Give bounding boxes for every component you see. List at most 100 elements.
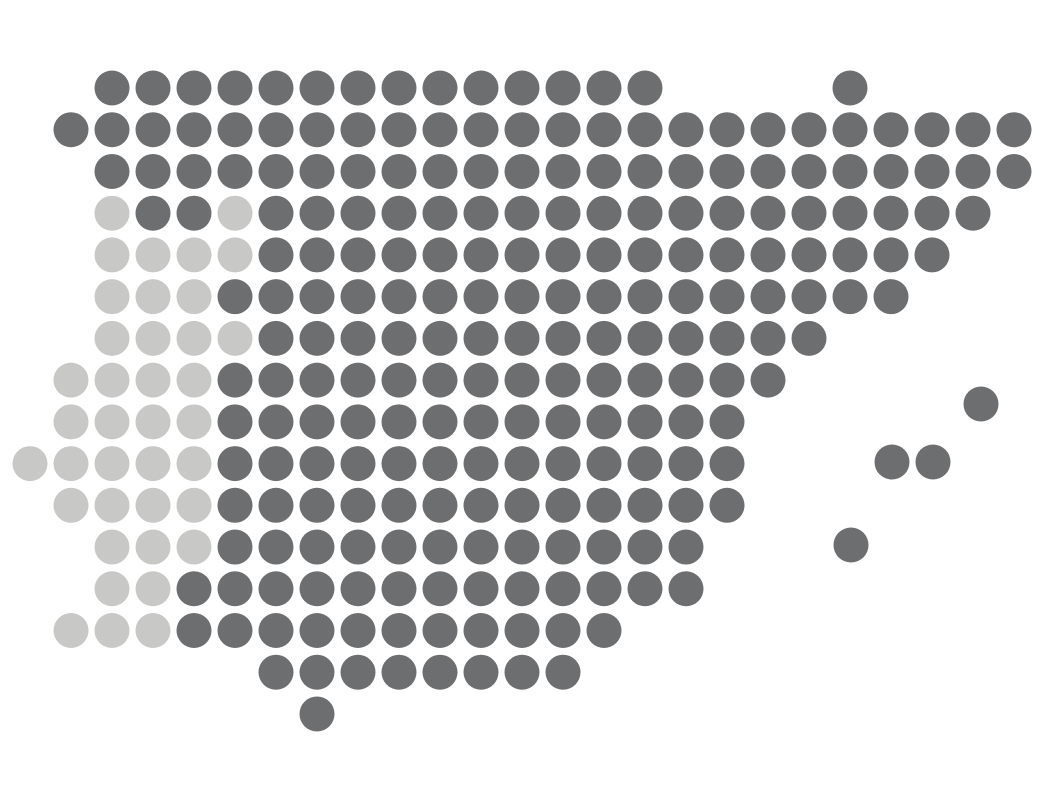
dot-spain [381, 153, 417, 189]
dot-spain [381, 487, 417, 523]
dot-spain [545, 529, 581, 565]
dot-spain [504, 404, 540, 440]
dot-spain [668, 529, 704, 565]
dot-spain [914, 112, 950, 148]
dot-spain [258, 320, 294, 356]
dot-spain [791, 237, 827, 273]
dot-spain [463, 612, 499, 648]
dot-spain [873, 195, 909, 231]
dot-spain [504, 70, 540, 106]
dot-spain [299, 571, 335, 607]
dot-spain [340, 654, 376, 690]
dot-spain [504, 279, 540, 315]
dot-spain [340, 529, 376, 565]
dot-spain [750, 237, 786, 273]
dot-spain [258, 237, 294, 273]
dot-spain [750, 279, 786, 315]
dot-spain [996, 153, 1032, 189]
dot-portugal [176, 529, 212, 565]
dot-spain [709, 153, 745, 189]
dot-spain [709, 237, 745, 273]
dot-portugal [94, 446, 130, 482]
dot-spain [340, 446, 376, 482]
dot-spain [299, 612, 335, 648]
dot-portugal [135, 529, 171, 565]
dot-portugal [53, 362, 89, 398]
dot-spain [340, 195, 376, 231]
dot-spain [463, 654, 499, 690]
dot-portugal [176, 446, 212, 482]
dot-spain [545, 153, 581, 189]
dot-spain [381, 195, 417, 231]
dot-spain [750, 320, 786, 356]
dot-spain [217, 446, 253, 482]
dot-island [833, 527, 869, 563]
dot-spain [627, 237, 663, 273]
dot-spain [586, 404, 622, 440]
dot-spain [668, 362, 704, 398]
dot-spain [299, 404, 335, 440]
dot-spain [791, 320, 827, 356]
dot-portugal [176, 487, 212, 523]
dot-portugal [176, 237, 212, 273]
dot-portugal [94, 612, 130, 648]
dot-spain [709, 195, 745, 231]
dot-spain [299, 487, 335, 523]
dot-spain [668, 320, 704, 356]
dot-portugal [217, 195, 253, 231]
dot-spain [299, 362, 335, 398]
dot-spain [463, 237, 499, 273]
dot-island [874, 444, 910, 480]
dot-spain [299, 70, 335, 106]
dot-portugal [94, 237, 130, 273]
dot-portugal [135, 279, 171, 315]
dot-spain [504, 362, 540, 398]
dot-spain [504, 612, 540, 648]
dot-spain [463, 404, 499, 440]
dot-spain [504, 320, 540, 356]
dot-spain [586, 279, 622, 315]
dot-spain [791, 279, 827, 315]
dot-spain [94, 112, 130, 148]
dot-spain [504, 112, 540, 148]
dot-spain [422, 195, 458, 231]
dot-spain [381, 279, 417, 315]
dot-spain [422, 362, 458, 398]
dot-spain [545, 446, 581, 482]
dot-spain [258, 654, 294, 690]
dot-spain [135, 112, 171, 148]
dot-spain [627, 446, 663, 482]
dot-spain [299, 696, 335, 732]
dot-spain [217, 404, 253, 440]
dot-spain [668, 112, 704, 148]
dot-spain [176, 153, 212, 189]
dot-spain [955, 153, 991, 189]
dot-spain [914, 153, 950, 189]
dot-spain [340, 153, 376, 189]
dot-spain [422, 529, 458, 565]
dot-spain [668, 237, 704, 273]
dot-spain [463, 320, 499, 356]
dot-spain [258, 70, 294, 106]
dot-spain [627, 112, 663, 148]
dot-spain [340, 487, 376, 523]
dot-spain [955, 112, 991, 148]
dot-spain [627, 279, 663, 315]
dot-spain [627, 487, 663, 523]
dot-spain [299, 446, 335, 482]
dot-spain [381, 112, 417, 148]
dot-spain [586, 153, 622, 189]
dot-spain [955, 195, 991, 231]
dot-spain [586, 571, 622, 607]
dot-spain [504, 571, 540, 607]
dot-spain [422, 320, 458, 356]
dot-portugal [135, 612, 171, 648]
dot-spain [873, 112, 909, 148]
dot-spain [463, 153, 499, 189]
dot-spain [340, 612, 376, 648]
dot-portugal [135, 446, 171, 482]
dot-spain [381, 446, 417, 482]
dot-spain [873, 237, 909, 273]
dot-portugal [53, 446, 89, 482]
